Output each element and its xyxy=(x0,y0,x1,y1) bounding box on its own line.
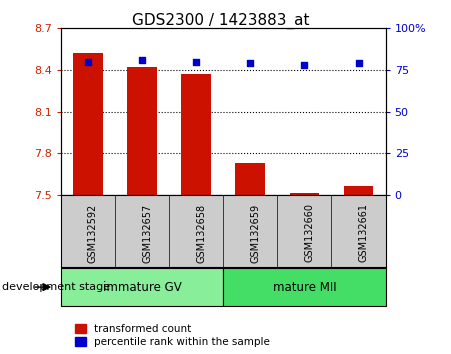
Text: development stage: development stage xyxy=(2,282,110,292)
Bar xyxy=(290,193,319,195)
Legend: transformed count, percentile rank within the sample: transformed count, percentile rank withi… xyxy=(75,324,270,347)
Text: GSM132659: GSM132659 xyxy=(250,204,260,263)
Point xyxy=(84,59,92,64)
Point xyxy=(193,59,200,64)
Bar xyxy=(344,186,373,195)
Point xyxy=(138,57,146,63)
Point xyxy=(301,62,308,68)
Text: GSM132592: GSM132592 xyxy=(88,204,98,263)
Bar xyxy=(73,53,103,195)
Text: GSM132661: GSM132661 xyxy=(359,204,368,262)
Text: immature GV: immature GV xyxy=(103,281,181,293)
Point xyxy=(355,61,362,66)
Text: GSM132657: GSM132657 xyxy=(142,204,152,263)
Bar xyxy=(127,67,157,195)
Text: GSM132658: GSM132658 xyxy=(196,204,206,263)
Text: mature MII: mature MII xyxy=(272,281,336,293)
Text: GDS2300 / 1423883_at: GDS2300 / 1423883_at xyxy=(132,12,310,29)
Bar xyxy=(223,268,386,306)
Bar xyxy=(235,163,265,195)
Text: GSM132660: GSM132660 xyxy=(304,204,314,262)
Bar xyxy=(181,74,211,195)
Point xyxy=(247,61,254,66)
Bar xyxy=(61,268,223,306)
